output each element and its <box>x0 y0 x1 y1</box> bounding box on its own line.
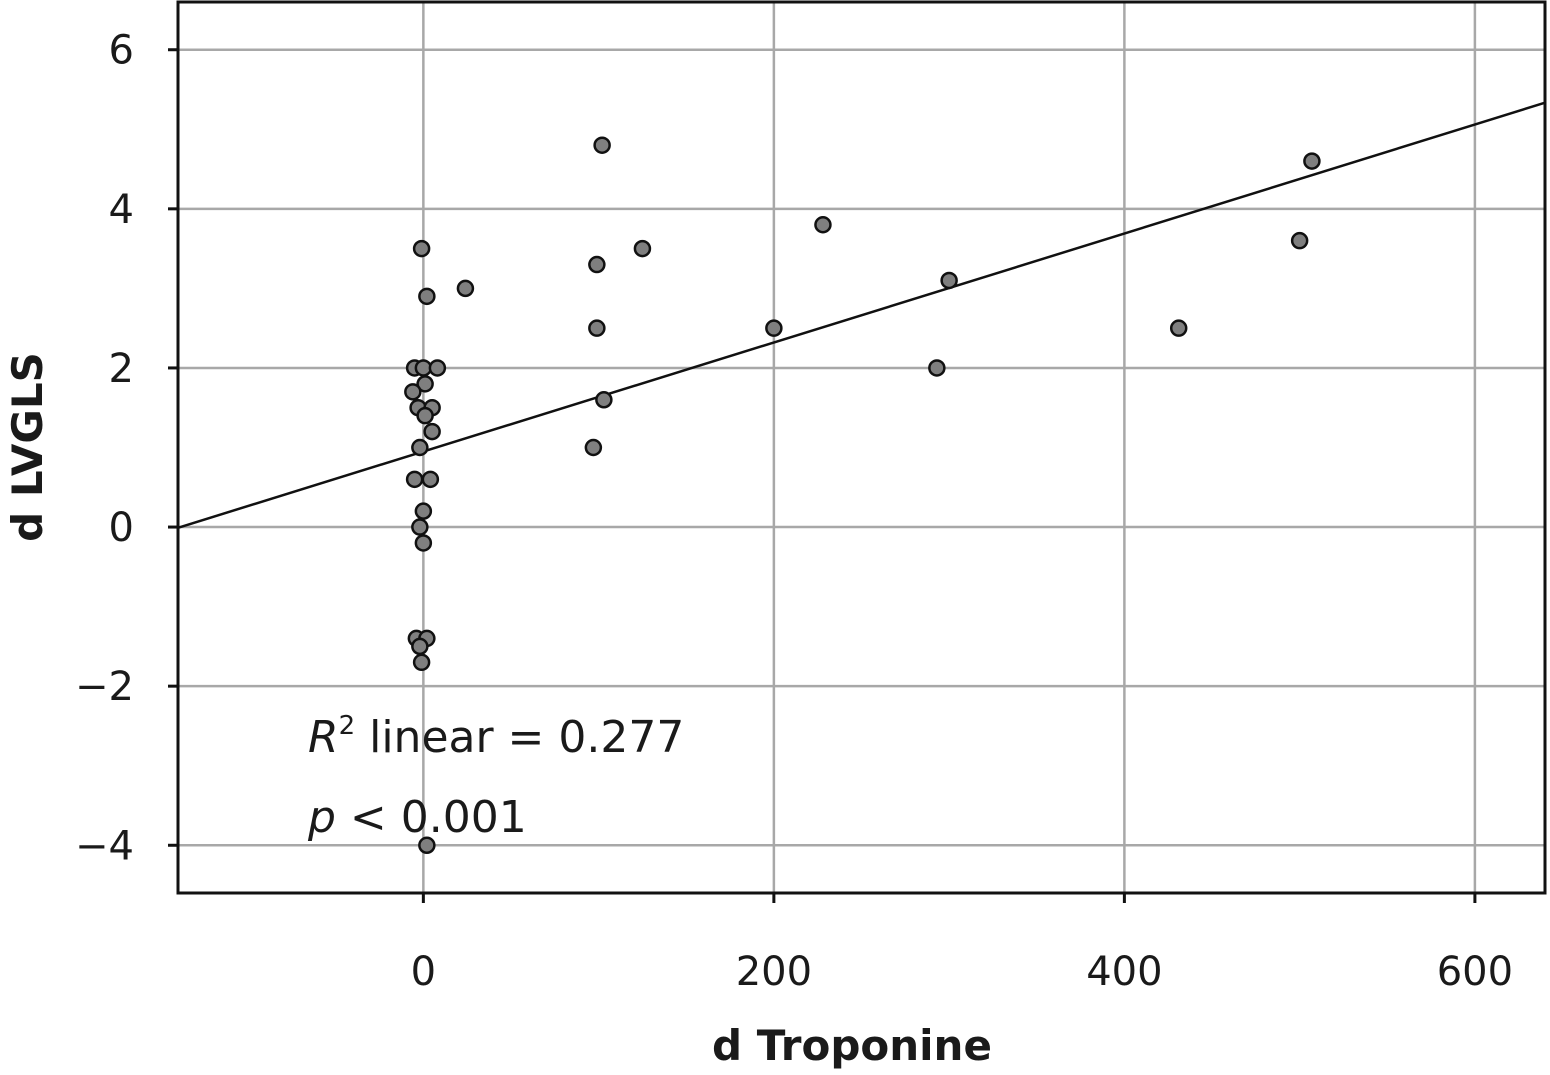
data-point <box>411 438 429 457</box>
data-point <box>584 438 603 457</box>
y-tick-label: −2 <box>75 664 134 710</box>
data-point <box>1303 152 1321 170</box>
x-tick-label: 400 <box>1086 949 1162 995</box>
data-point <box>411 637 429 656</box>
r-symbol: R <box>308 712 339 763</box>
x-tick-label: 600 <box>1437 949 1513 995</box>
data-points-layer <box>404 136 1321 855</box>
data-point <box>1290 231 1309 250</box>
data-point <box>412 239 431 258</box>
y-tick-label: 4 <box>109 187 134 233</box>
data-point <box>411 518 429 536</box>
data-point <box>456 279 475 298</box>
y-tick-label: 6 <box>109 28 134 74</box>
data-point <box>593 136 611 154</box>
grid-layer <box>178 2 1545 893</box>
plot-frame <box>176 0 1547 895</box>
data-point <box>633 239 652 258</box>
p-symbol: p <box>307 792 336 843</box>
data-point <box>412 653 431 672</box>
fit-line-layer <box>177 101 1546 529</box>
r-superscript: 2 <box>339 711 356 741</box>
data-point <box>414 359 433 377</box>
data-point <box>423 422 441 441</box>
x-axis-title: d Troponine <box>712 1021 992 1070</box>
x-tick-label: 0 <box>411 949 436 995</box>
data-point <box>814 216 832 234</box>
r-squared-value: linear = 0.277 <box>355 712 684 763</box>
data-point <box>428 359 447 377</box>
y-tick-label: 2 <box>109 346 134 392</box>
data-point <box>416 375 434 393</box>
y-tick-label: 0 <box>109 505 134 551</box>
data-point <box>414 534 433 552</box>
data-point <box>416 406 434 425</box>
p-value-annotation: p < 0.001 <box>307 792 527 843</box>
tick-layer: 0 200 400 600 −4 −2 0 2 4 6 <box>75 28 1513 995</box>
r-squared-annotation: R2 linear = 0.277 <box>308 711 684 763</box>
x-tick-label: 200 <box>736 949 812 995</box>
p-value: < 0.001 <box>336 792 527 843</box>
data-point <box>414 502 433 520</box>
data-point <box>405 470 424 489</box>
data-point <box>421 470 440 489</box>
y-tick-label: −4 <box>75 823 134 869</box>
regression-line <box>177 101 1546 529</box>
data-point <box>940 271 958 290</box>
data-point <box>418 836 436 855</box>
data-point <box>765 319 783 337</box>
data-point <box>588 319 606 337</box>
data-point <box>595 391 613 409</box>
data-point <box>404 383 422 401</box>
data-point <box>418 287 436 306</box>
data-point <box>588 255 606 274</box>
data-point <box>1169 319 1188 337</box>
data-point <box>928 359 946 377</box>
y-axis-title: d LVGLS <box>3 352 52 542</box>
